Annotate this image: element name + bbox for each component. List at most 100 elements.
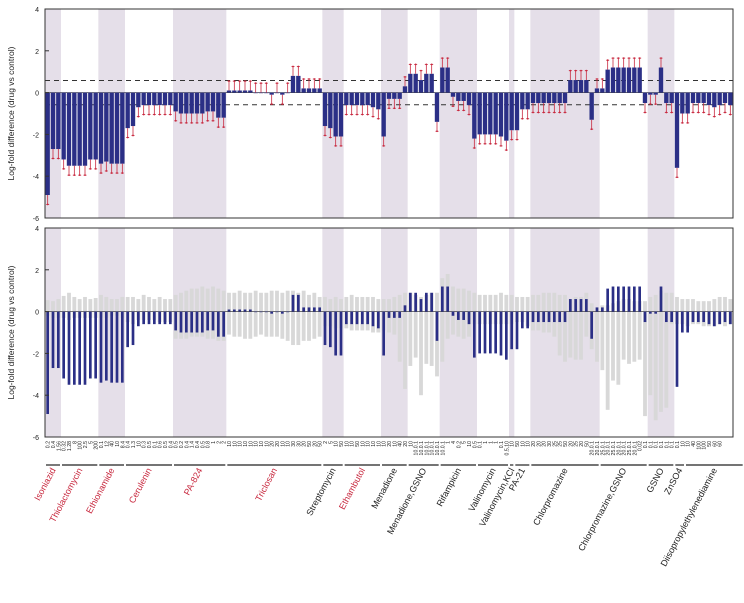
background-bar-up (61, 295, 66, 312)
data-bar (525, 92, 530, 110)
background-bar-down (301, 311, 306, 341)
data-bar (114, 92, 120, 164)
error-dot (153, 113, 156, 116)
error-dot (692, 111, 694, 114)
background-bar-up (355, 296, 359, 312)
background-bar-up (392, 296, 397, 312)
error-dot (585, 69, 588, 72)
dose-label: 2.5 (83, 441, 89, 448)
background-bar-down (648, 311, 653, 396)
data-bar (381, 92, 386, 137)
background-bar-up (237, 290, 242, 312)
background-bar-up (147, 296, 151, 312)
data-bar (121, 311, 124, 383)
data-bar (658, 67, 664, 93)
data-bar (179, 311, 183, 333)
error-dot (324, 134, 326, 137)
error-dot (318, 78, 321, 80)
background-bar-up (184, 290, 189, 312)
dose-label: 0.1 (648, 441, 654, 448)
dose-label: 30 (547, 441, 553, 447)
data-bar (361, 311, 364, 325)
data-bar (461, 92, 466, 101)
data-bar (392, 92, 397, 99)
data-bar (56, 92, 61, 150)
data-bar (46, 311, 49, 415)
dose-label: 5 (88, 441, 94, 444)
data-bar (413, 73, 418, 93)
dose-label: 10 (371, 441, 377, 447)
background-bar-up (259, 292, 263, 312)
data-bar (158, 311, 161, 325)
background-bar-up (488, 294, 493, 312)
dose-label: 0.5 (163, 441, 169, 448)
data-bar (178, 92, 184, 114)
background-bar-down (579, 311, 583, 360)
data-bar (307, 307, 311, 312)
data-bar (301, 88, 306, 93)
x-axis: 0.2 0.4 1.56 0.32 1.28 8 100 2.5 5 200 0.1 12 40 10 8.… (32, 441, 743, 568)
background-bar-down (413, 311, 418, 358)
data-bar (553, 311, 556, 323)
dose-label: 10 (232, 441, 238, 447)
dose-label: 40 (398, 441, 404, 447)
y-tick-label: -2 (33, 351, 39, 358)
data-bar (445, 67, 450, 93)
dose-label: 0.5,10 (504, 441, 510, 456)
data-bar (425, 292, 428, 312)
dose-label: 100 (696, 441, 702, 450)
data-bar (328, 92, 333, 129)
background-bar-up (99, 294, 103, 312)
error-dot (708, 113, 710, 116)
error-dot (686, 122, 689, 124)
background-bar-up (536, 294, 541, 312)
background-bar-up (328, 299, 333, 312)
background-bar-up (125, 296, 130, 312)
dose-label: 50 (563, 441, 569, 447)
dose-label: 20 (403, 441, 409, 447)
background-bar-up (509, 294, 514, 312)
error-dot (126, 136, 129, 139)
error-dot (121, 172, 124, 174)
data-bar (201, 311, 204, 333)
y-tick-label: -6 (33, 435, 39, 442)
error-dot (500, 145, 502, 147)
data-bar (306, 88, 312, 93)
data-bar (648, 92, 653, 95)
data-bar (386, 92, 392, 99)
dose-label: 10 (467, 441, 473, 447)
dose-label: 0.32 (62, 441, 68, 451)
error-dot (281, 103, 284, 105)
background-bar-down (456, 311, 461, 337)
background-bar-down (424, 311, 429, 364)
data-bar (611, 286, 615, 312)
error-dot (180, 122, 182, 124)
group-band (322, 9, 344, 218)
error-dot (425, 63, 428, 66)
group-label: Cerulenin (127, 466, 154, 505)
background-bar-up (728, 299, 733, 312)
error-dot (249, 80, 252, 82)
background-bar-up (712, 299, 717, 312)
background-bar-down (664, 311, 669, 408)
error-dot (665, 111, 668, 114)
data-bar (558, 311, 561, 323)
dose-label: 20.0.1 (595, 441, 601, 456)
error-dot (94, 167, 97, 170)
error-dot (505, 149, 508, 151)
dose-label: 10 (360, 441, 366, 447)
background-bar-up (557, 294, 562, 312)
dose-label: 20 (542, 441, 548, 447)
data-bar (222, 311, 225, 337)
error-dot (52, 157, 54, 160)
background-bar-up (520, 296, 525, 312)
data-bar (729, 311, 732, 325)
error-dot (329, 136, 332, 139)
data-bar (728, 92, 733, 106)
dose-label: 0.6 (158, 441, 164, 448)
data-bar (622, 286, 625, 312)
background-bar-up (696, 301, 701, 312)
background-bar-up (88, 299, 93, 312)
data-bar (195, 311, 199, 333)
data-bar (265, 311, 268, 313)
